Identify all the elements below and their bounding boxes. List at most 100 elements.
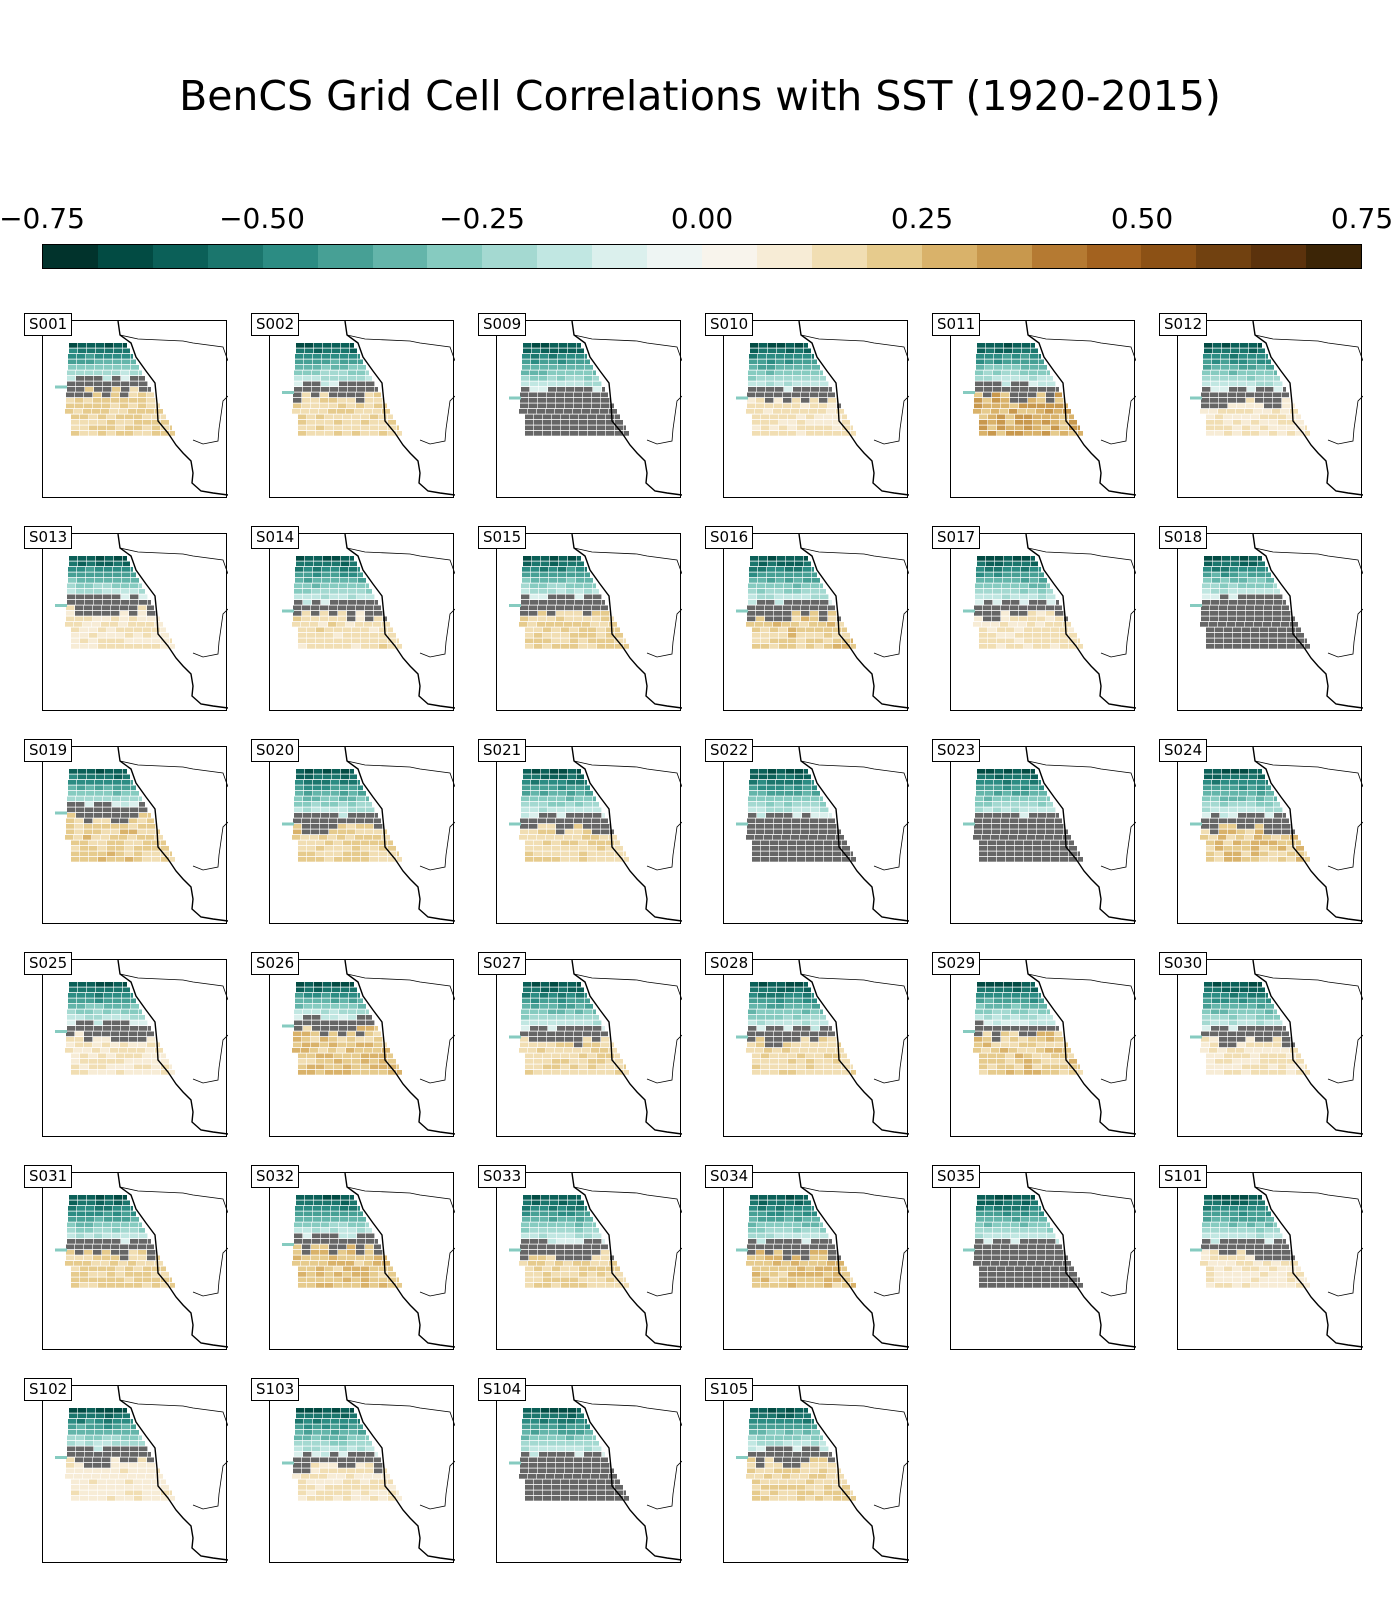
grid-cell [1215,1070,1224,1075]
grid-cell [1029,583,1038,589]
map-canvas [1190,960,1363,1135]
grid-cell [303,802,312,807]
grid-cell [788,1070,797,1075]
grid-cell [1212,359,1221,365]
grid-cell [1219,398,1228,403]
grid-cell [125,840,134,846]
grid-cell [120,611,129,616]
grid-cell [105,774,114,780]
grid-cell [842,638,851,644]
grid-cell [1242,1059,1251,1064]
grid-cell [538,1250,547,1255]
grid-cell [602,600,605,605]
grid-cell [573,1048,582,1053]
grid-cell [588,633,597,638]
grid-cell [75,1255,84,1261]
grid-cell [365,605,374,611]
grid-cell [558,359,567,365]
grid-cell [806,1064,815,1070]
grid-cell [568,769,577,774]
grid-cell [1273,392,1282,398]
grid-cell [561,420,570,425]
grid-cell [539,1015,548,1020]
grid-cell [1255,1037,1264,1042]
coastline [1025,1173,1136,1348]
grid-cell [356,824,365,829]
grid-cell [89,414,98,420]
grid-cell [756,605,765,611]
grid-cell [343,851,352,857]
grid-cell [979,638,988,644]
grid-cell [774,605,783,611]
grid-cell [766,370,775,376]
grid-cell [567,1206,576,1211]
grid-cell [85,1222,94,1228]
grid-cell [1039,572,1044,578]
grid-cell [784,1233,793,1239]
grid-cell [994,1211,1003,1217]
grid-cell [383,1042,387,1048]
grid-cell [624,851,626,857]
grid-cell [305,556,314,561]
grid-cell [1269,633,1278,638]
grid-cell [114,1195,123,1200]
grid-cell [523,982,532,987]
grid-cell [1001,824,1010,829]
grid-cell [1028,829,1037,835]
grid-cell [802,813,811,818]
grid-cell [801,818,810,824]
panel-label: S016 [705,526,754,549]
coastline [117,747,228,922]
grid-cell [592,1250,601,1255]
grid-cell [295,359,304,365]
grid-cell [303,813,312,818]
grid-cell [358,780,360,785]
grid-cell [93,403,102,409]
grid-cell [302,616,311,622]
grid-cell [110,835,119,840]
grid-cell [1042,1277,1051,1283]
grid-cell [1063,409,1071,414]
grid-cell [302,1255,311,1261]
grid-cell [138,1244,147,1250]
map-canvas [509,1173,682,1348]
grid-cell [606,840,615,846]
grid-cell [1237,392,1246,398]
grid-cell [568,987,577,993]
grid-cell [521,1026,530,1031]
grid-cell [552,627,561,633]
grid-cell [1022,556,1031,561]
border-line [573,973,682,1001]
grid-cell [1246,398,1255,403]
grid-cell [761,840,770,846]
grid-cell [803,1206,812,1211]
grid-cell [1224,627,1233,633]
grid-cell [1051,425,1060,431]
grid-cell [1247,600,1256,605]
grid-cell [584,1026,593,1031]
grid-cell [997,420,1006,425]
grid-cell [310,1261,319,1266]
grid-cell [748,1239,757,1244]
grid-cell [89,857,98,862]
grid-cell [784,589,793,594]
grid-cell [1282,616,1291,622]
grid-cell [530,1239,539,1244]
grid-cell [600,409,609,414]
grid-cell [1222,556,1231,561]
grid-cell [1246,1031,1255,1037]
grid-cell [370,1266,379,1272]
grid-cell [1030,578,1039,583]
grid-cell [1012,1206,1021,1211]
grid-cell [1002,1015,1011,1020]
grid-cell [298,638,307,644]
grid-cell [582,835,591,840]
grid-cell [125,851,134,857]
grid-cell [800,409,809,414]
grid-cell [784,813,793,818]
grid-cell [113,998,122,1004]
grid-cell [766,1009,775,1015]
grid-cell [152,627,161,633]
grid-cell [152,1283,161,1288]
grid-cell [311,392,320,398]
